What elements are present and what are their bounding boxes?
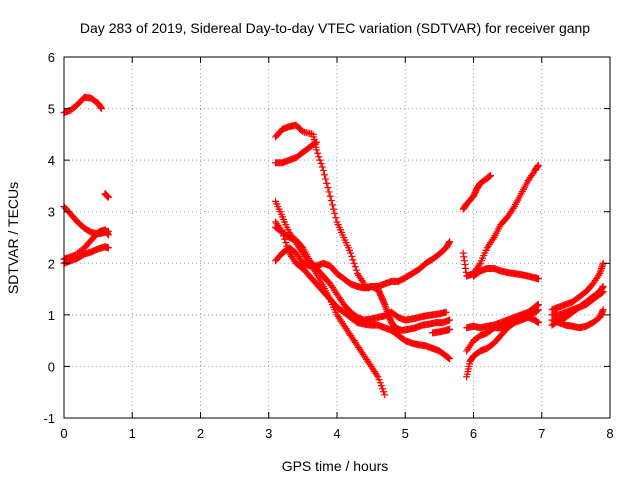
data-point: [534, 161, 542, 169]
data-point: [322, 175, 330, 183]
data-point: [352, 266, 360, 274]
data-point: [281, 235, 289, 243]
data-point: [446, 316, 454, 324]
data-point: [318, 163, 326, 171]
y-tick-label: 4: [48, 153, 55, 168]
data-point: [317, 160, 325, 168]
data-point: [319, 166, 327, 174]
data-point: [381, 391, 389, 399]
data-point: [534, 301, 542, 309]
data-point: [280, 232, 288, 240]
data-point: [379, 385, 386, 393]
data-point: [347, 249, 355, 257]
axis-ticks: 0 1 2 3 4 5 6 7 8 -1 0 1 2 3 4 5 6: [43, 50, 613, 441]
data-point: [446, 355, 454, 363]
data-point: [327, 197, 335, 205]
grid: [64, 57, 610, 418]
data-point: [348, 252, 356, 260]
data-point: [324, 184, 332, 192]
data-point: [314, 149, 322, 157]
data-point: [311, 139, 319, 147]
data-point: [316, 156, 324, 164]
data-point: [373, 371, 381, 379]
data-point: [326, 192, 334, 200]
x-tick-label: 2: [197, 426, 204, 441]
data-point: [475, 261, 483, 269]
data-point: [377, 382, 385, 390]
x-tick-label: 0: [60, 426, 67, 441]
data-point: [330, 205, 338, 213]
x-axis-label: GPS time / hours: [282, 458, 389, 474]
x-tick-label: 6: [470, 426, 477, 441]
data-point: [277, 227, 285, 235]
data-point: [328, 201, 336, 209]
data-point: [509, 204, 517, 212]
data-point: [278, 228, 286, 236]
data-point: [487, 172, 495, 180]
data-points: [60, 93, 607, 399]
x-tick-label: 8: [606, 426, 613, 441]
data-point: [375, 376, 383, 384]
y-tick-label: 6: [48, 50, 55, 65]
data-point: [315, 153, 323, 161]
data-point: [104, 193, 112, 201]
data-point: [534, 319, 542, 327]
data-point: [98, 105, 106, 113]
data-point: [332, 214, 340, 222]
x-tick-label: 5: [402, 426, 409, 441]
data-point: [599, 306, 607, 314]
data-point: [313, 146, 321, 154]
x-tick-label: 7: [538, 426, 545, 441]
data-point: [349, 256, 357, 264]
data-point: [446, 325, 454, 333]
data-point: [350, 259, 358, 267]
y-tick-label: 1: [48, 308, 55, 323]
data-point: [380, 388, 388, 396]
data-point: [325, 188, 333, 196]
data-point: [282, 239, 290, 247]
y-axis-label: SDTVAR / TECUs: [5, 182, 21, 294]
y-tick-label: -1: [43, 411, 55, 426]
data-point: [104, 231, 112, 239]
x-tick-label: 4: [333, 426, 340, 441]
data-point: [283, 242, 291, 250]
data-point: [351, 263, 359, 271]
y-tick-label: 2: [48, 256, 55, 271]
y-tick-label: 0: [48, 359, 55, 374]
data-point: [104, 244, 112, 252]
data-point: [323, 179, 331, 187]
data-point: [446, 238, 454, 246]
data-point: [313, 138, 321, 146]
data-point: [595, 271, 603, 279]
y-tick-label: 3: [48, 205, 55, 220]
x-tick-label: 1: [129, 426, 136, 441]
y-tick-label: 5: [48, 102, 55, 117]
data-point: [331, 209, 339, 217]
data-point: [599, 288, 607, 296]
data-point: [284, 246, 292, 254]
data-point: [320, 171, 328, 179]
data-point: [374, 373, 382, 381]
data-point: [376, 379, 384, 387]
data-point: [534, 275, 542, 283]
data-point: [442, 308, 450, 316]
x-tick-label: 3: [265, 426, 272, 441]
data-point: [489, 235, 497, 243]
chart-title: Day 283 of 2019, Sidereal Day-to-day VTE…: [80, 20, 590, 36]
